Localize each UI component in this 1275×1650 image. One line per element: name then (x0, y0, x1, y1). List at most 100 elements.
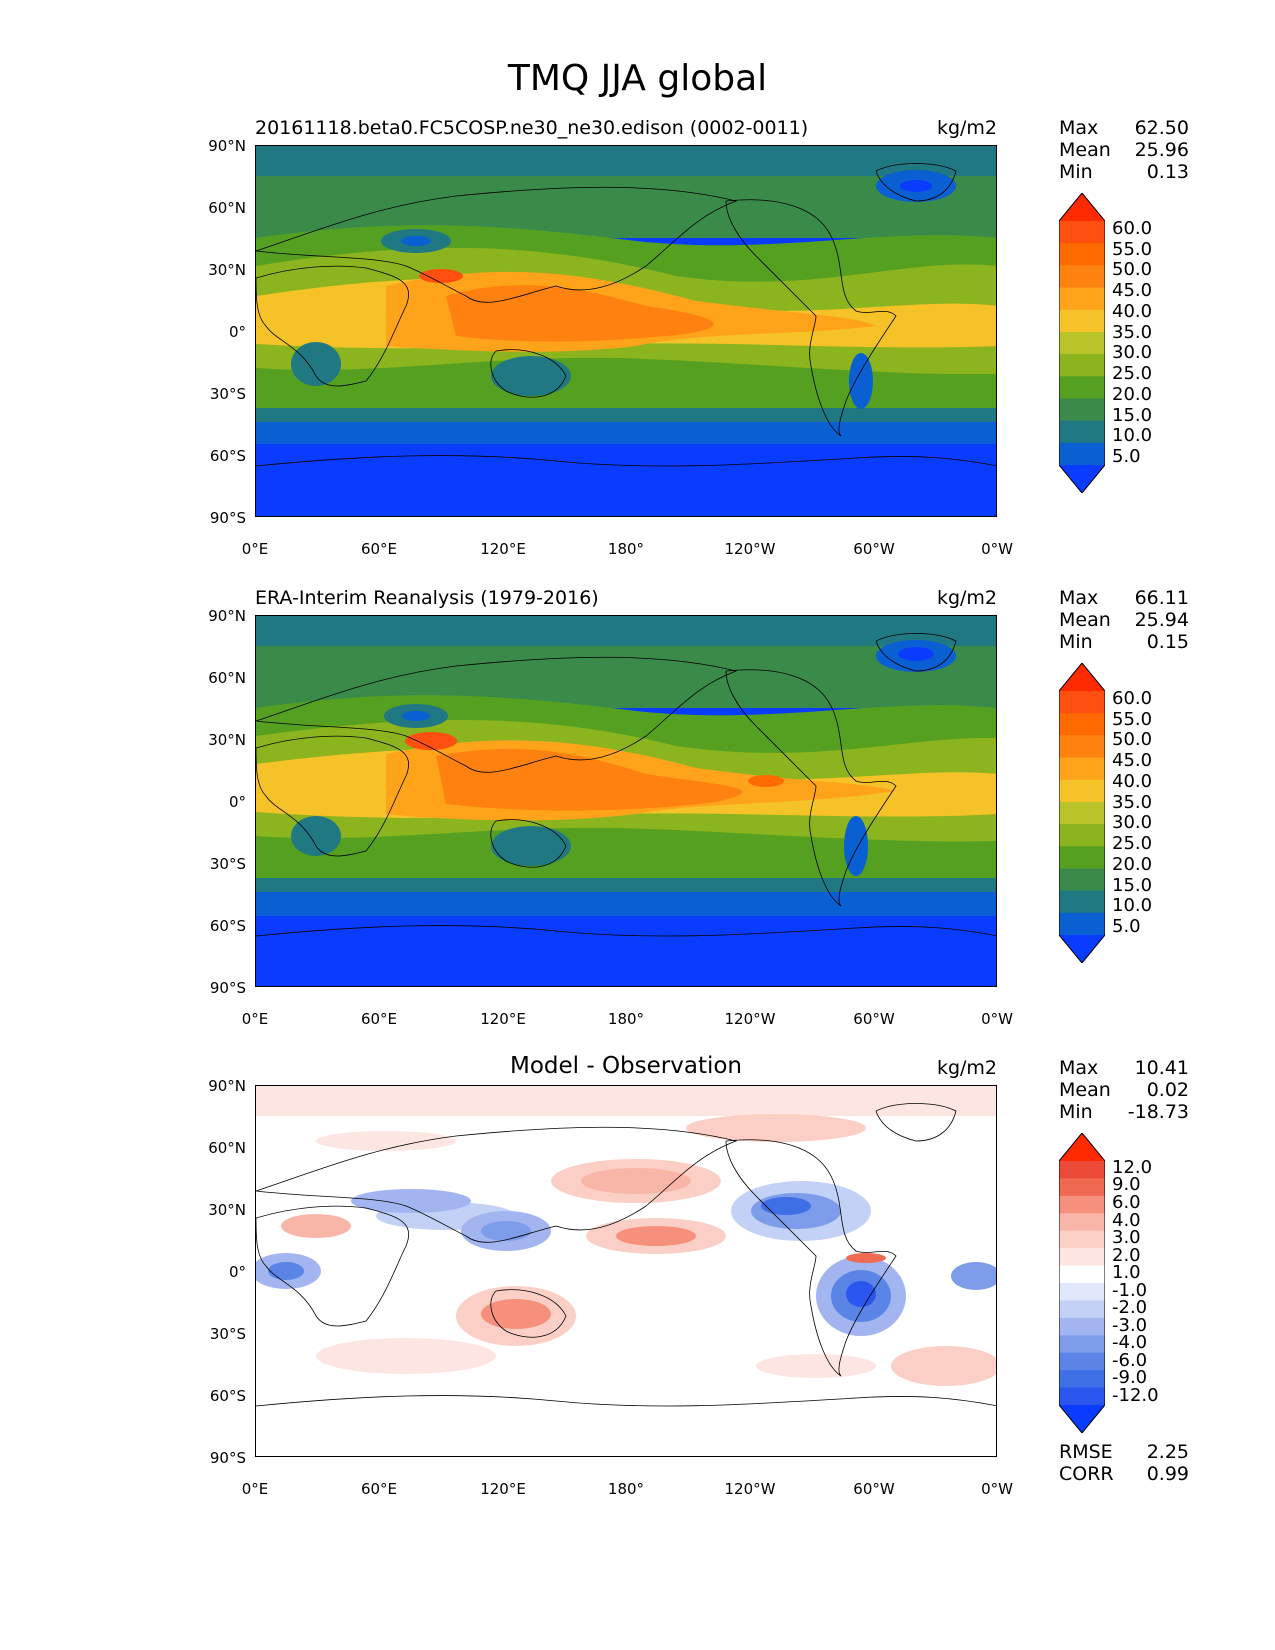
lat-label: 60°N (208, 199, 246, 217)
lon-label: 120°E (480, 1480, 526, 1498)
colorbar-label: 25.0 (1112, 363, 1153, 384)
lon-label: 180° (607, 540, 645, 558)
panel-units: kg/m2 (936, 117, 997, 139)
lat-label: 0° (228, 793, 246, 811)
lat-label: 30°N (208, 1201, 246, 1219)
panel-difference: Model - Observation kg/m2 (0, 940, 1275, 1498)
colorbar-label: 9.0 (1112, 1174, 1141, 1195)
colorbar (1058, 662, 1106, 967)
colorbar (1058, 1132, 1106, 1437)
colorbar-label: 5.0 (1112, 446, 1141, 467)
colorbar-label: 35.0 (1112, 322, 1153, 343)
colorbar-label: 35.0 (1112, 792, 1153, 813)
lon-label: 120°W (724, 540, 776, 558)
colorbar-label: 15.0 (1112, 875, 1153, 896)
lon-label: 0°W (981, 1480, 1013, 1498)
stat-max: Max 10.41 (1059, 1057, 1189, 1079)
lon-label: 120°W (724, 1480, 776, 1498)
panel-observation: ERA-Interim Reanalysis (1979-2016) kg/m2 (0, 470, 1275, 1028)
lat-label: 30°S (209, 855, 246, 873)
lat-label: 90°N (208, 1077, 246, 1095)
colorbar-label: 40.0 (1112, 301, 1153, 322)
colorbar-label: 40.0 (1112, 771, 1153, 792)
lat-label: 90°S (209, 509, 246, 527)
lat-label: 30°S (209, 1325, 246, 1343)
colorbar-label: -4.0 (1112, 1332, 1148, 1353)
lat-label: 30°S (209, 385, 246, 403)
lat-label: 90°S (209, 1449, 246, 1467)
metric-rmse: RMSE 2.25 (1059, 1441, 1189, 1463)
colorbar-label: -2.0 (1112, 1297, 1148, 1318)
colorbar-label: 3.0 (1112, 1227, 1141, 1248)
colorbar (1058, 192, 1106, 497)
figure-title: TMQ JJA global (507, 58, 768, 99)
map-model (255, 145, 997, 517)
colorbar-label: -1.0 (1112, 1280, 1148, 1301)
panel-units: kg/m2 (936, 587, 997, 609)
colorbar-label: 10.0 (1112, 895, 1153, 916)
colorbar-label: 55.0 (1112, 709, 1153, 730)
lon-label: 120°E (480, 1010, 526, 1028)
colorbar-label: 5.0 (1112, 916, 1141, 937)
lon-label: 0°E (241, 540, 269, 558)
colorbar-label: 2.0 (1112, 1245, 1141, 1266)
colorbar-label: 4.0 (1112, 1210, 1141, 1231)
lat-label: 30°N (208, 731, 246, 749)
lat-label: 60°S (209, 1387, 246, 1405)
panel-units: kg/m2 (936, 1057, 997, 1079)
stat-max: Max 62.50 (1059, 117, 1189, 139)
lat-label: 60°S (209, 917, 246, 935)
lat-label: 90°N (208, 137, 246, 155)
stat-max: Max 66.11 (1059, 587, 1189, 609)
colorbar-label: 55.0 (1112, 239, 1153, 260)
colorbar-label: -9.0 (1112, 1367, 1148, 1388)
lon-label: 60°E (360, 1010, 398, 1028)
colorbar-label: -6.0 (1112, 1350, 1148, 1371)
lon-label: 0°E (241, 1480, 269, 1498)
lon-label: 60°E (360, 540, 398, 558)
colorbar-label: 60.0 (1112, 218, 1153, 239)
colorbar-label: 6.0 (1112, 1192, 1141, 1213)
stat-min: Min 0.15 (1059, 631, 1189, 653)
colorbar-label: -3.0 (1112, 1315, 1148, 1336)
lat-label: 90°S (209, 979, 246, 997)
stat-min: Min -18.73 (1059, 1101, 1189, 1123)
colorbar-label: 25.0 (1112, 833, 1153, 854)
lon-label: 120°W (724, 1010, 776, 1028)
lon-label: 60°W (853, 1480, 895, 1498)
lat-label: 60°N (208, 669, 246, 687)
panel-title: Model - Observation (509, 1053, 743, 1079)
colorbar-label: 15.0 (1112, 405, 1153, 426)
colorbar-label: -12.0 (1112, 1385, 1159, 1406)
lon-label: 120°E (480, 540, 526, 558)
colorbar-label: 10.0 (1112, 425, 1153, 446)
lon-label: 60°E (360, 1480, 398, 1498)
colorbar-label: 20.0 (1112, 384, 1153, 405)
lat-label: 30°N (208, 261, 246, 279)
lon-label: 180° (607, 1480, 645, 1498)
lat-label: 60°N (208, 1139, 246, 1157)
colorbar-label: 60.0 (1112, 688, 1153, 709)
colorbar-label: 30.0 (1112, 812, 1153, 833)
stat-mean: Mean 0.02 (1059, 1079, 1189, 1101)
lon-label: 0°W (981, 1010, 1013, 1028)
panel-model: 20161118.beta0.FC5COSP.ne30_ne30.edison … (0, 0, 1275, 558)
map-difference (255, 1085, 997, 1457)
colorbar-label: 20.0 (1112, 854, 1153, 875)
colorbar-label: 45.0 (1112, 750, 1153, 771)
panel-title: 20161118.beta0.FC5COSP.ne30_ne30.edison … (255, 117, 809, 139)
lat-label: 0° (228, 1263, 246, 1281)
colorbar-label: 50.0 (1112, 729, 1153, 750)
colorbar-label: 50.0 (1112, 259, 1153, 280)
metric-corr: CORR 0.99 (1059, 1463, 1189, 1485)
panel-title: ERA-Interim Reanalysis (1979-2016) (255, 587, 599, 609)
lat-label: 0° (228, 323, 246, 341)
colorbar-label: 1.0 (1112, 1262, 1141, 1283)
lon-label: 0°W (981, 540, 1013, 558)
stat-mean: Mean 25.94 (1059, 609, 1189, 631)
lon-label: 60°W (853, 540, 895, 558)
lat-label: 90°N (208, 607, 246, 625)
colorbar-label: 30.0 (1112, 342, 1153, 363)
lat-label: 60°S (209, 447, 246, 465)
colorbar-label: 45.0 (1112, 280, 1153, 301)
